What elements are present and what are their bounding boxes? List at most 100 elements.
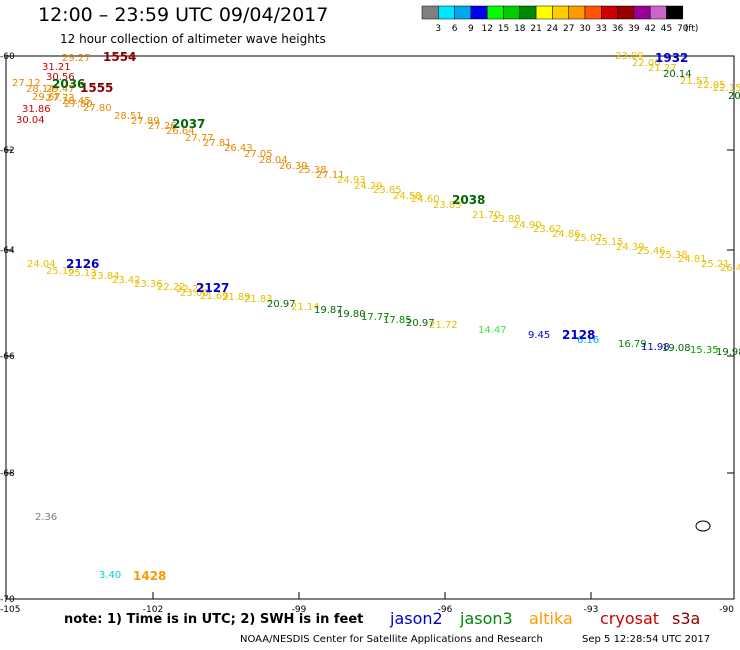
color-scale-label: 30 (579, 24, 591, 34)
wave-height-value: 23.00 (180, 288, 209, 299)
color-scale-label: 15 (498, 24, 509, 34)
wave-height-value: 24.81 (678, 254, 707, 265)
wave-height-value: 26.43 (224, 143, 253, 154)
color-swatch (584, 5, 602, 20)
latitude-tick-label: -66 (0, 352, 15, 362)
pass-time-label: 2128 (562, 328, 595, 342)
color-swatch (552, 5, 569, 20)
longitude-tick-label: -96 (438, 605, 453, 615)
color-scale-label: 9 (468, 24, 474, 34)
wave-height-value: 27.05 (244, 149, 273, 160)
wave-height-value: 23.42 (112, 275, 141, 286)
color-scale-label: 24 (547, 24, 559, 34)
wave-height-value: 26.4 (720, 263, 740, 274)
wave-height-value: 21.72 (429, 320, 458, 331)
legend-jason3: jason3 (460, 609, 513, 628)
wave-height-value: 16.79 (618, 339, 647, 350)
wave-height-value: 27.81 (203, 138, 232, 149)
longitude-tick-label: -93 (584, 605, 599, 615)
color-scale-label: 33 (596, 24, 607, 34)
wave-height-value: 6.16 (577, 335, 599, 346)
wave-height-value: 23.09 (615, 51, 644, 62)
wave-height-value: 28.51 (114, 111, 143, 122)
wave-height-value: 27.26 (148, 121, 177, 132)
wave-height-value: 21.70 (472, 210, 501, 221)
color-swatch (486, 5, 504, 20)
pass-time-label: 1554 (103, 50, 136, 64)
color-swatch (568, 5, 586, 20)
color-swatch (519, 5, 537, 20)
color-swatch (438, 5, 455, 20)
color-scale-label: 18 (514, 24, 526, 34)
longitude-tick-label: -105 (0, 605, 20, 615)
wave-height-value: 14.47 (478, 325, 507, 336)
color-scale-label: 6 (452, 24, 458, 34)
wave-height-value: 27.12 (12, 78, 41, 89)
wave-height-value: 25.15 (595, 237, 624, 248)
pass-time-label: 2038 (452, 193, 485, 207)
wave-height-value: 27.89 (131, 116, 160, 127)
color-swatch (421, 5, 439, 20)
map-frame (5, 55, 735, 600)
wave-height-value: 23.36 (134, 279, 163, 290)
color-scale-unit: (ft) (685, 24, 699, 34)
color-scale-label: 27 (563, 24, 574, 34)
wave-height-value: 29.47 (46, 84, 75, 95)
legend-s3a: s3a (672, 609, 701, 628)
color-scale-label: 70 (677, 24, 689, 34)
map-axes: -105 -102 -99 -96 -93 -90 -60 -62 -64 -66 -68 -70 (0, 52, 735, 615)
color-swatch (649, 5, 667, 20)
latitude-tick-label: -62 (0, 146, 15, 156)
wave-height-value: 24.93 (337, 175, 366, 186)
wave-height-value: 27.11 (316, 170, 345, 181)
wave-height-value: 24.90 (513, 220, 542, 231)
wave-height-value: 25.13 (68, 268, 97, 279)
footnote: note: 1) Time is in UTC; 2) SWH is in fe… (64, 612, 364, 627)
pass-time-label: 1932 (655, 51, 688, 65)
color-scale-label: 45 (661, 24, 672, 34)
color-scale: 3 6 9 12 15 18 21 24 27 30 33 36 39 42 45 70(ft) (421, 5, 699, 34)
pass-time-label: 1428 (133, 569, 166, 583)
wave-height-value: 21.69 (200, 291, 229, 302)
color-swatch (470, 5, 488, 20)
wave-height-value: 22.05 (697, 80, 726, 91)
longitude-tick-label: -90 (719, 605, 734, 615)
wave-height-value: 24.60 (411, 194, 440, 205)
pass-time-label: 2037 (172, 117, 205, 131)
wave-height-value: 23.84 (91, 271, 120, 282)
legend-jason2: jason2 (390, 609, 443, 628)
wave-height-value: 23.83 (433, 200, 462, 211)
pass-time-label: 1555 (80, 81, 113, 95)
color-swatch (601, 5, 618, 20)
wave-height-value: 24.04 (27, 259, 56, 270)
color-swatch (617, 5, 635, 20)
wave-height-value: 15.35 (690, 345, 719, 356)
pass-time-label: 2126 (66, 257, 99, 271)
color-swatch (633, 5, 651, 20)
island-outline (695, 520, 711, 532)
wave-height-value: 28.04 (259, 155, 288, 166)
color-scale-label: 21 (530, 24, 541, 34)
pass-time-label: 2127 (196, 281, 229, 295)
longitude-tick-label: -99 (292, 605, 307, 615)
wave-height-value: 27.73 (46, 93, 75, 104)
wave-height-value: 24.58 (393, 191, 422, 202)
wave-height-value: 17.85 (383, 315, 412, 326)
wave-height-value: 19.98 (716, 347, 740, 358)
wave-height-value: 21.14 (291, 302, 320, 313)
wave-height-value: 25.38 (659, 250, 688, 261)
latitude-tick-label: -64 (0, 246, 15, 256)
wave-height-value: 27.77 (185, 133, 214, 144)
wave-height-value: 28.14 (26, 84, 55, 95)
wave-height-value: 28.45 (62, 96, 91, 107)
wave-height-value: 24.86 (552, 229, 581, 240)
legend-cryosat: cryosat (600, 609, 660, 628)
wave-height-value: 21.83 (244, 294, 273, 305)
wave-height-value: 19.87 (314, 305, 343, 316)
pass-time-label: 2036 (52, 77, 85, 91)
wave-height-value: 24.39 (616, 242, 645, 253)
wave-height-value: 30.56 (46, 72, 75, 83)
wave-height-value: 22.00 (632, 58, 661, 69)
wave-height-value: 19.80 (337, 309, 366, 320)
